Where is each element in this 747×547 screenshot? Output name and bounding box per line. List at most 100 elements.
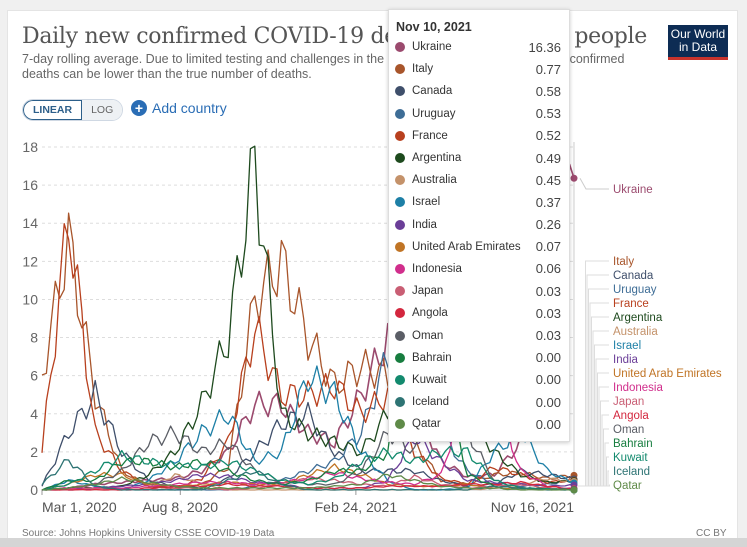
tooltip-value: 0.37 xyxy=(535,194,561,210)
tooltip-country: Iceland xyxy=(412,396,450,409)
series-color-dot-icon xyxy=(395,153,405,164)
tooltip-value: 0.00 xyxy=(535,394,561,410)
tooltip-value: 0.26 xyxy=(535,217,561,233)
y-tick-label: 12 xyxy=(22,253,38,269)
owid-logo[interactable]: Our World in Data xyxy=(668,25,728,60)
y-tick-label: 0 xyxy=(30,482,38,498)
tooltip-value: 0.00 xyxy=(535,350,561,366)
series-endpoint-marker xyxy=(570,174,578,182)
logo-line1: Our World xyxy=(670,27,726,41)
tooltip-row: Canada 0.58 xyxy=(389,80,569,102)
label-connector xyxy=(578,484,610,487)
y-tick-label: 18 xyxy=(22,139,38,155)
series-line-india xyxy=(41,437,575,491)
tooltip-country: Italy xyxy=(412,63,434,76)
tooltip-country: Canada xyxy=(412,85,453,98)
series-line-bahrain xyxy=(41,302,575,491)
add-country-button[interactable]: + Add country xyxy=(131,100,227,116)
series-lines xyxy=(41,145,578,494)
series-end-label: France xyxy=(613,298,649,310)
tooltip-row: Japan 0.03 xyxy=(389,280,569,302)
series-color-dot-icon xyxy=(395,130,405,141)
x-tick-label: Aug 8, 2020 xyxy=(143,499,219,515)
tooltip-value: 16.36 xyxy=(528,39,561,55)
series-line-kuwait xyxy=(41,445,574,491)
license-link[interactable]: CC BY xyxy=(696,528,727,539)
tooltip-country: Uruguay xyxy=(412,107,456,120)
series-end-label: Canada xyxy=(613,270,654,282)
series-color-dot-icon xyxy=(395,263,405,274)
y-tick-label: 14 xyxy=(22,215,38,231)
chart-card xyxy=(7,10,738,539)
series-end-label: Italy xyxy=(613,256,634,268)
series-color-dot-icon xyxy=(395,219,405,230)
series-end-label: Australia xyxy=(613,326,658,338)
tooltip-row: Kuwait 0.00 xyxy=(389,369,569,391)
series-end-label: Japan xyxy=(613,396,644,408)
tooltip-country: Israel xyxy=(412,196,441,209)
log-scale-button[interactable]: LOG xyxy=(82,100,123,120)
tooltip-rows: Ukraine 16.36 Italy 0.77 Canada 0.58 Uruguay 0.… xyxy=(389,36,569,435)
series-color-dot-icon xyxy=(395,397,405,408)
tooltip-value: 0.03 xyxy=(535,283,561,299)
tooltip-value: 0.52 xyxy=(535,128,561,144)
x-tick-label: Feb 24, 2021 xyxy=(315,499,398,515)
scale-toggle: LINEAR LOG xyxy=(22,99,124,121)
series-end-label: Bahrain xyxy=(613,438,653,450)
series-color-dot-icon xyxy=(395,86,405,97)
linear-scale-button[interactable]: LINEAR xyxy=(23,100,83,120)
y-tick-label: 8 xyxy=(30,330,38,346)
tooltip-value: 0.49 xyxy=(535,150,561,166)
tooltip-value: 0.06 xyxy=(535,261,561,277)
tooltip-date: Nov 10, 2021 xyxy=(396,20,472,34)
source-note[interactable]: Source: Johns Hopkins University CSSE CO… xyxy=(22,528,275,539)
series-end-label: Angola xyxy=(613,410,649,422)
tooltip-row: Uruguay 0.53 xyxy=(389,103,569,125)
series-end-label: Argentina xyxy=(613,312,663,324)
y-tick-label: 4 xyxy=(30,406,38,422)
series-end-label: Israel xyxy=(613,340,641,352)
tooltip-row: Ukraine 16.36 xyxy=(389,36,569,58)
tooltip-value: 0.00 xyxy=(535,372,561,388)
series-color-dot-icon xyxy=(395,308,405,319)
series-color-dot-icon xyxy=(395,64,405,75)
x-tick-label: Mar 1, 2020 xyxy=(42,499,117,515)
y-axis-ticks: 0 2 4 6 8 10 12 14 16 18 xyxy=(22,139,38,498)
tooltip-country: Kuwait xyxy=(412,373,447,386)
tooltip-row: India 0.26 xyxy=(389,214,569,236)
tooltip-row: Qatar 0.00 xyxy=(389,413,569,435)
tooltip-row: United Arab Emirates 0.07 xyxy=(389,236,569,258)
series-end-label: Iceland xyxy=(613,466,650,478)
tooltip-country: Angola xyxy=(412,307,448,320)
tooltip-row: Argentina 0.49 xyxy=(389,147,569,169)
gridlines xyxy=(42,142,575,491)
y-tick-label: 10 xyxy=(22,291,38,307)
series-color-dot-icon xyxy=(395,175,405,186)
tooltip-country: Oman xyxy=(412,329,444,342)
tooltip-row: France 0.52 xyxy=(389,125,569,147)
label-connector xyxy=(579,178,609,190)
tooltip-country: Indonesia xyxy=(412,262,462,275)
series-color-dot-icon xyxy=(395,352,405,363)
series-color-dot-icon xyxy=(395,419,405,430)
tooltip-row: Indonesia 0.06 xyxy=(389,258,569,280)
tooltip-country: Argentina xyxy=(412,152,462,165)
tooltip-country: Japan xyxy=(412,285,444,298)
tooltip-row: Bahrain 0.00 xyxy=(389,347,569,369)
tooltip-row: Oman 0.03 xyxy=(389,324,569,346)
hover-tooltip: Nov 10, 2021 Ukraine 16.36 Italy 0.77 Canada… xyxy=(388,9,570,443)
tooltip-value: 0.07 xyxy=(535,239,561,255)
x-tick-label: Nov 16, 2021 xyxy=(491,499,574,515)
plus-icon: + xyxy=(131,100,147,116)
tooltip-country: United Arab Emirates xyxy=(412,240,521,253)
tooltip-country: Australia xyxy=(412,174,457,187)
series-color-dot-icon xyxy=(395,42,405,53)
series-color-dot-icon xyxy=(395,286,405,297)
tooltip-value: 0.58 xyxy=(535,83,561,99)
series-end-label: Ukraine xyxy=(613,184,653,196)
series-color-dot-icon xyxy=(395,330,405,341)
tooltip-country: France xyxy=(412,129,448,142)
tooltip-value: 0.45 xyxy=(535,172,561,188)
tooltip-value: 0.03 xyxy=(535,305,561,321)
